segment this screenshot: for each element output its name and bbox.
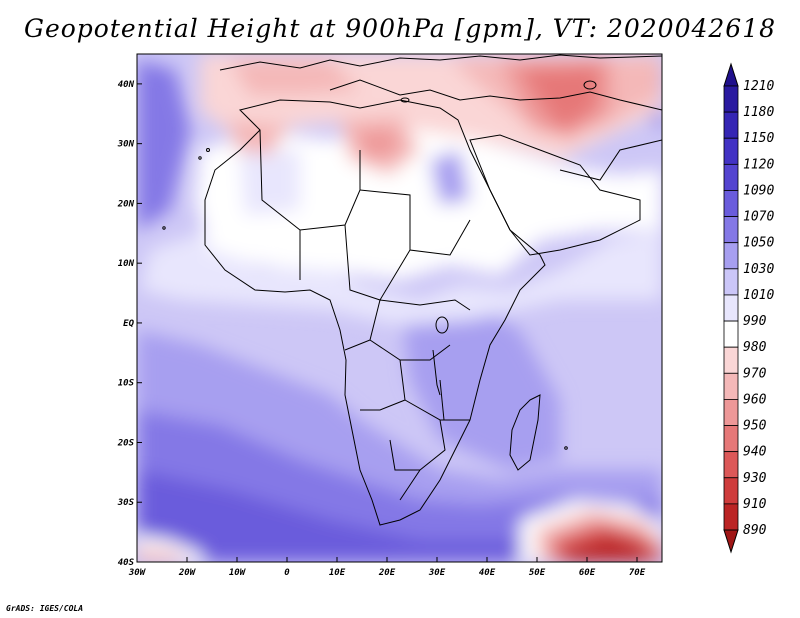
coastlines bbox=[204, 54, 662, 526]
lat-label: 40N bbox=[118, 80, 135, 90]
colorbar-label: 1090 bbox=[743, 183, 774, 198]
colorbar-segment bbox=[723, 163, 739, 191]
colorbar-label: 990 bbox=[743, 314, 767, 329]
colorbar-segment bbox=[723, 346, 739, 374]
lat-label: 10N bbox=[118, 259, 135, 269]
colorbar-segment bbox=[723, 320, 739, 348]
colorbar-segment bbox=[723, 111, 739, 139]
lon-label: 10W bbox=[229, 568, 247, 578]
lat-label: 30S bbox=[117, 498, 135, 508]
colorbar-label: 1180 bbox=[743, 105, 774, 120]
lat-label: 30N bbox=[117, 140, 135, 150]
colorbar-label: 1120 bbox=[743, 157, 774, 172]
lon-label: 30W bbox=[128, 568, 147, 578]
lat-label: 10S bbox=[118, 379, 135, 389]
map-frame bbox=[136, 53, 663, 563]
colorbar-segment bbox=[723, 242, 739, 270]
map-title: Geopotential Height at 900hPa [gpm], VT:… bbox=[23, 14, 777, 43]
colorbar-label: 1150 bbox=[743, 131, 774, 146]
lon-label: 60E bbox=[579, 568, 596, 578]
colorbar-segment bbox=[723, 503, 739, 531]
colorbar-segment bbox=[723, 425, 739, 453]
lat-label: 20S bbox=[117, 438, 135, 448]
colorbar-segment bbox=[723, 137, 739, 165]
colorbar-label: 960 bbox=[743, 392, 767, 407]
lat-label: EQ bbox=[123, 319, 134, 329]
credit-text: GrADS: IGES/COLA bbox=[6, 604, 84, 613]
colorbar-label: 1050 bbox=[743, 236, 774, 251]
colorbar-label: 1210 bbox=[743, 79, 774, 94]
colorbar-label: 1070 bbox=[743, 210, 774, 225]
lon-label: 50E bbox=[529, 568, 546, 578]
colorbar-label: 890 bbox=[743, 523, 767, 538]
lon-label: 10E bbox=[329, 568, 346, 578]
colorbar-segment bbox=[723, 451, 739, 479]
lon-label: 40E bbox=[479, 568, 496, 578]
colorbar-label: 930 bbox=[743, 471, 767, 486]
colorbar-segment bbox=[723, 85, 739, 113]
lat-label: 40S bbox=[118, 558, 135, 568]
lon-label: 20E bbox=[378, 568, 396, 578]
colorbar-segment bbox=[723, 399, 739, 426]
colorbar: 1210 1180 1150 1120 1090 1070 1050 1030 1010 990 9… bbox=[723, 62, 774, 554]
colorbar-segment bbox=[723, 190, 739, 217]
lon-label: 30E bbox=[428, 568, 446, 578]
colorbar-label: 1010 bbox=[743, 288, 774, 303]
lon-label: 0 bbox=[284, 568, 290, 578]
colorbar-label: 940 bbox=[743, 445, 767, 460]
colorbar-label: 910 bbox=[743, 497, 767, 512]
colorbar-segment bbox=[723, 477, 739, 505]
colorbar-label: 970 bbox=[743, 366, 767, 381]
lon-label: 70E bbox=[629, 568, 646, 578]
lat-label: 20N bbox=[117, 199, 135, 209]
colorbar-label: 950 bbox=[743, 419, 767, 434]
lon-label: 20W bbox=[178, 568, 197, 578]
colorbar-label: 980 bbox=[743, 340, 767, 355]
colorbar-top-arrow bbox=[723, 62, 739, 87]
colorbar-segment bbox=[723, 294, 739, 322]
colorbar-segment bbox=[723, 372, 739, 400]
colorbar-segment bbox=[723, 216, 739, 244]
colorbar-bottom-arrow bbox=[723, 529, 739, 554]
geopotential-field bbox=[137, 54, 662, 562]
colorbar-segment bbox=[723, 268, 739, 296]
colorbar-label: 1030 bbox=[743, 262, 774, 277]
